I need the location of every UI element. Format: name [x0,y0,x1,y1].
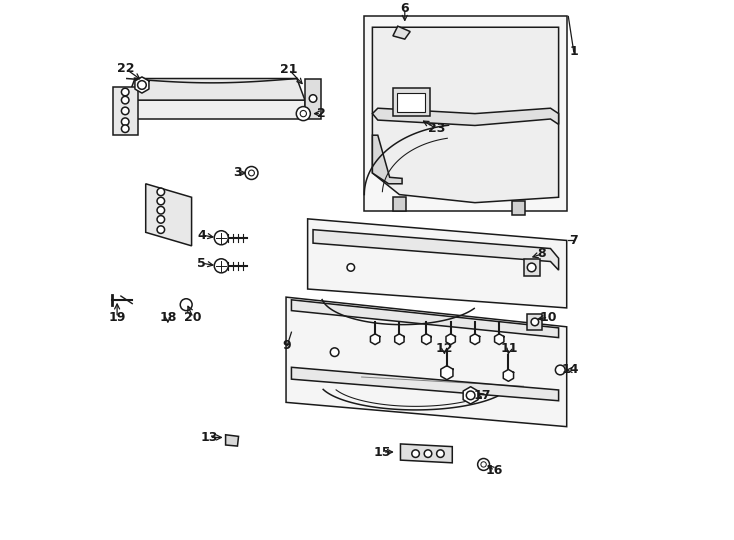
Text: 9: 9 [283,339,291,352]
Text: 2: 2 [317,107,325,120]
Text: 14: 14 [562,363,578,376]
Circle shape [157,215,164,223]
Polygon shape [146,184,192,246]
Circle shape [214,259,228,273]
Circle shape [527,263,536,272]
Polygon shape [463,387,478,404]
Polygon shape [127,100,305,119]
Circle shape [481,462,487,467]
Circle shape [157,188,164,195]
Polygon shape [401,444,452,463]
Circle shape [466,391,475,400]
Text: 16: 16 [486,464,503,477]
Polygon shape [395,334,404,345]
Polygon shape [113,86,137,135]
Polygon shape [441,366,453,380]
Polygon shape [308,219,567,308]
Polygon shape [446,334,455,345]
Circle shape [245,166,258,179]
Text: 7: 7 [570,234,578,247]
Circle shape [121,107,129,114]
Circle shape [412,450,419,457]
Text: 6: 6 [401,2,409,15]
Polygon shape [393,88,429,116]
Text: 3: 3 [233,166,241,179]
Circle shape [297,106,310,120]
Polygon shape [495,334,504,345]
Circle shape [347,264,355,271]
Polygon shape [512,201,525,214]
Text: 4: 4 [197,228,206,241]
Circle shape [330,348,339,356]
Polygon shape [397,92,425,112]
Polygon shape [527,314,542,329]
Circle shape [556,365,565,375]
Text: 1: 1 [570,45,578,58]
Polygon shape [313,230,559,270]
Circle shape [157,226,164,233]
Text: 15: 15 [374,446,391,458]
Text: 13: 13 [200,431,218,444]
Circle shape [121,125,129,132]
Circle shape [214,231,228,245]
Text: 18: 18 [159,311,176,324]
Text: 22: 22 [117,62,134,75]
Circle shape [478,458,490,470]
Text: 10: 10 [539,310,557,323]
Circle shape [157,206,164,214]
Polygon shape [364,16,567,211]
Text: 19: 19 [109,311,126,324]
Circle shape [309,94,317,102]
Polygon shape [127,78,305,100]
Circle shape [181,299,192,310]
Polygon shape [305,78,321,119]
Polygon shape [372,135,402,184]
Text: 12: 12 [435,342,453,355]
Polygon shape [372,27,559,202]
Circle shape [249,170,255,176]
Polygon shape [135,77,149,93]
Text: 20: 20 [184,311,202,324]
Text: 11: 11 [501,342,518,355]
Polygon shape [286,297,567,427]
Text: 17: 17 [473,389,491,402]
Polygon shape [393,197,406,211]
Polygon shape [371,334,379,345]
Text: 8: 8 [537,247,546,260]
Polygon shape [291,300,559,338]
Circle shape [437,450,444,457]
Polygon shape [225,435,239,446]
Circle shape [300,111,307,117]
Polygon shape [504,369,514,381]
Circle shape [121,88,129,96]
Circle shape [424,450,432,457]
Polygon shape [291,367,559,401]
Polygon shape [372,108,559,125]
Circle shape [137,80,146,89]
Polygon shape [422,334,431,345]
Circle shape [531,318,539,326]
Polygon shape [470,334,479,345]
Text: 21: 21 [280,63,297,76]
Circle shape [157,197,164,205]
Polygon shape [393,26,410,39]
Text: 5: 5 [197,256,206,269]
Text: 23: 23 [428,122,446,135]
Circle shape [121,118,129,125]
Polygon shape [523,259,539,275]
Circle shape [121,96,129,104]
